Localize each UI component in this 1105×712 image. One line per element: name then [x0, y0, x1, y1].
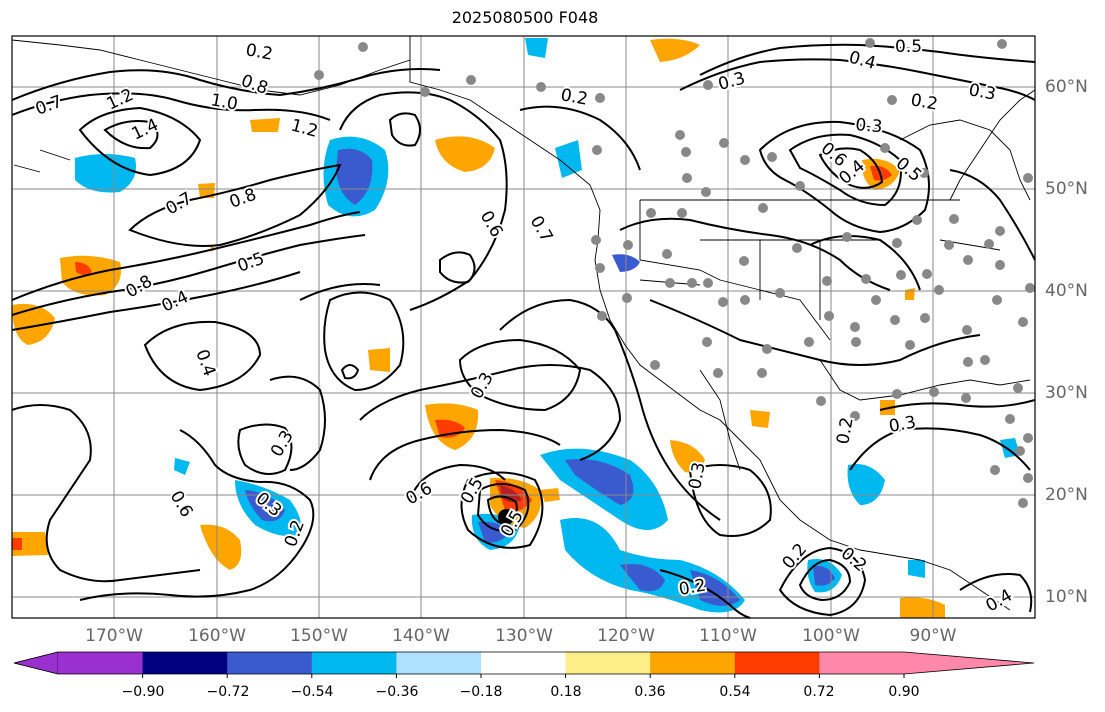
storm-center-marker	[498, 509, 514, 525]
colorbar-segment	[227, 652, 313, 674]
colorbar-extension-low	[13, 651, 59, 675]
colorbar-extension-high	[819, 652, 1034, 674]
contour-label: 0.5	[895, 37, 922, 57]
lat-label: 20°N	[1045, 485, 1088, 505]
colorbar-tick-label: 0.90	[888, 684, 920, 700]
map-frame	[11, 35, 1036, 619]
map-title: 2025080500 F048	[451, 8, 599, 27]
colorbar-segment	[481, 652, 567, 674]
colorbar-segment	[311, 652, 397, 674]
lat-label: 10°N	[1045, 587, 1088, 607]
lon-label: 90°W	[909, 626, 957, 646]
colorbar-outline	[13, 651, 1035, 675]
colorbar-tick-label: 0.54	[719, 684, 751, 700]
colorbar-tick-label: −0.36	[375, 684, 419, 700]
lon-label: 170°W	[85, 626, 143, 646]
lon-label: 110°W	[699, 626, 757, 646]
colorbar-segment	[142, 652, 228, 674]
lon-label: 150°W	[290, 626, 348, 646]
colorbar-tick-label: −0.90	[121, 684, 165, 700]
lon-label: 160°W	[188, 626, 246, 646]
colorbar-segment	[396, 652, 482, 674]
lat-label: 50°N	[1045, 179, 1088, 199]
lat-label: 40°N	[1045, 281, 1088, 301]
shaded-anomalies	[12, 38, 1020, 618]
colorbar-segment	[565, 652, 651, 674]
colorbar-tick-label: −0.54	[290, 684, 334, 700]
contour-label: 1.0	[209, 90, 239, 114]
lon-label: 140°W	[392, 626, 450, 646]
colorbar-tick-label: 0.36	[634, 684, 666, 700]
lon-label: 120°W	[597, 626, 655, 646]
colorbar-tick-label: 0.18	[550, 684, 582, 700]
graticule	[12, 36, 1035, 618]
lat-label: 30°N	[1045, 383, 1088, 403]
contour-label: 0.2	[677, 576, 707, 600]
colorbar-segment	[58, 652, 144, 674]
colorbar-segment	[650, 652, 736, 674]
lon-label: 100°W	[802, 626, 860, 646]
colorbar-tick-label: 0.72	[803, 684, 835, 700]
contour-lines	[11, 43, 1036, 619]
colorbar-segment	[734, 652, 820, 674]
colorbar-tick-label: −0.72	[206, 684, 250, 700]
colorbar	[13, 651, 1035, 678]
station-markers	[314, 38, 1035, 508]
lon-label: 130°W	[495, 626, 553, 646]
lat-label: 60°N	[1045, 77, 1088, 97]
contour-label: 0.3	[855, 115, 884, 137]
colorbar-tick-label: −0.18	[459, 684, 503, 700]
contour-label: 0.2	[833, 416, 857, 446]
